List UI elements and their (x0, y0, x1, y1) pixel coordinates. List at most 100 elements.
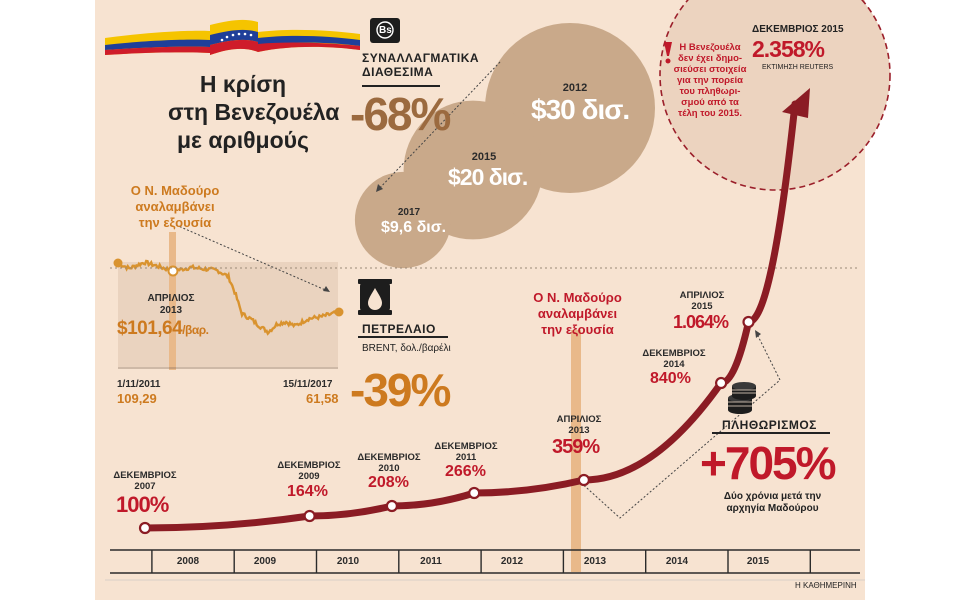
inflation-point-dec2007 (138, 521, 152, 535)
inflation-point-dec2014 (714, 376, 728, 390)
year-label-2015: 2015 (746, 556, 770, 567)
brent-end-value: 61,58 (306, 391, 339, 406)
no-data-line-7: τέλη του 2015. (678, 108, 742, 119)
bs-icon-text: Bs (379, 25, 392, 36)
brent-april2013-point (167, 265, 179, 277)
title-line-1: Η κρίση (199, 71, 287, 97)
venezuela-flag-ribbon (105, 19, 360, 55)
banknote-bs-icon (370, 18, 400, 43)
inflation-maduro-line-3: την εξουσία (541, 322, 614, 337)
brent-maduro-marker (169, 232, 176, 370)
inflation-arrowhead (782, 88, 810, 118)
brent-april-line-2: 2013 (159, 305, 183, 316)
oil-change: -39% (350, 364, 451, 416)
brent-april-label: ΑΠΡΙΛΙΟΣ 2013 (145, 293, 197, 317)
point-label-dec2009: ΔΕΚΕΜΒΡΙΟΣ 2009 (275, 460, 343, 482)
inflation-maduro-annotation: Ο Ν. Μαδούρο αναλαμβάνει την εξουσία (520, 290, 635, 338)
point-value-dec2014: 840% (650, 370, 691, 387)
dec2015-label: ΔΕΚΕΜΒΡΙΟΣ 2015 (752, 24, 844, 35)
title-line-3: με αριθμούς (176, 127, 310, 153)
bubble-2012-year: 2012 (562, 82, 588, 94)
inflation-note-line-2: αρχηγία Μαδούρου (726, 503, 819, 514)
brent-start-value: 109,29 (117, 391, 157, 406)
point-label-dec2007-line-2: 2007 (134, 481, 156, 492)
point-label-dec2014-line-1: ΔΕΚΕΜΒΡΙΟΣ (642, 348, 706, 359)
reserves-change: -68% (350, 88, 451, 140)
brent-maduro-line-3: την εξουσία (138, 215, 212, 230)
no-data-line-1: Η Βενεζουέλα (679, 42, 741, 53)
brent-april-unit: /βαρ. (182, 323, 209, 337)
point-label-apr2015: ΑΠΡΙΛΙΟΣ 2015 (672, 290, 732, 312)
year-label-2014: 2014 (665, 556, 689, 567)
brent-april-value: $101,64/βαρ. (117, 318, 209, 340)
point-label-dec2007: ΔΕΚΕΜΒΡΙΟΣ 2007 (110, 470, 180, 492)
no-data-note: Η Βενεζουέλα δεν έχει δημο- σιεύσει στοι… (670, 42, 750, 119)
no-data-line-4: για την πορεία (676, 75, 744, 86)
year-label-2011: 2011 (420, 556, 442, 567)
reserves-trend-arrow (375, 61, 501, 193)
brent-arrowhead (323, 286, 330, 292)
no-data-line-2: δεν έχει δημο- (677, 53, 743, 64)
oil-unit: BRENT, δολ./βαρέλι (362, 343, 451, 354)
point-label-dec2011-line-2: 2011 (455, 452, 477, 463)
inflation-change: +705% (700, 437, 837, 489)
inflation-point-apr2013 (577, 473, 591, 487)
brent-price-line (117, 259, 340, 336)
point-label-dec2010: ΔΕΚΕΜΒΡΙΟΣ 2010 (355, 452, 423, 474)
brent-start-date: 1/11/2011 (117, 379, 161, 390)
brent-maduro-line-1: Ο Ν. Μαδούρο (130, 183, 220, 198)
inflation-maduro-line-1: Ο Ν. Μαδούρο (533, 290, 622, 305)
point-label-dec2009-line-2: 2009 (298, 471, 320, 482)
brent-maduro-annotation: Ο Ν. Μαδούρο αναλαμβάνει την εξουσία (120, 183, 230, 231)
point-label-dec2009-line-1: ΔΕΚΕΜΒΡΙΟΣ (277, 460, 341, 471)
reserves-label-line-1: ΣΥΝΑΛΛΑΓΜΑΤΙΚΑ (362, 51, 480, 65)
bubble-2012-value: $30 δισ. (531, 94, 630, 125)
reserves-bubbles (354, 23, 655, 269)
reserves-label-line-2: ΔΙΑΘΕΣΙΜΑ (362, 65, 434, 79)
inflation-maduro-line-2: αναλαμβάνει (537, 306, 618, 321)
dec2015-highlight-circle (659, 0, 891, 191)
inflation-note: Δύο χρόνια μετά την αρχηγία Μαδούρου (710, 491, 835, 515)
dec2015-value: 2.358% (752, 36, 825, 62)
inflation-point-dec2009 (303, 509, 316, 523)
coins-stack-icon (728, 382, 756, 414)
point-value-apr2013: 359% (552, 436, 600, 458)
inflation-point-dec2011 (468, 486, 481, 500)
point-label-apr2013: ΑΠΡΙΛΙΟΣ 2013 (549, 414, 609, 436)
brent-end-date: 15/11/2017 (283, 379, 333, 390)
inflation-section-label: ΠΛΗΘΩΡΙΣΜΟΣ (722, 418, 817, 432)
point-label-dec2011-line-1: ΔΕΚΕΜΒΡΙΟΣ (434, 441, 498, 452)
point-value-dec2011: 266% (445, 463, 486, 480)
point-value-dec2007: 100% (116, 492, 169, 517)
reserves-arrowhead (376, 184, 383, 192)
point-label-apr2013-line-2: 2013 (568, 425, 590, 436)
inflation-point-dec2010 (385, 499, 398, 513)
point-value-apr2015: 1.064% (673, 312, 729, 332)
inflation-trend-triangle (577, 329, 781, 519)
inflation-note-line-1: Δύο χρόνια μετά την (723, 491, 822, 502)
inflation-maduro-marker (571, 330, 581, 572)
point-label-apr2015-line-2: 2015 (691, 301, 713, 312)
no-data-line-3: σιεύσει στοιχεία (673, 64, 747, 75)
dec2015-note: ΕΚΤΙΜΗΣΗ REUTERS (762, 64, 834, 71)
exclamation-icon (664, 42, 672, 64)
point-label-apr2013-line-1: ΑΠΡΙΛΙΟΣ (556, 414, 602, 425)
point-label-dec2010-line-2: 2010 (378, 463, 400, 474)
no-data-line-5: του πληθωρι- (679, 86, 741, 97)
bubble-2017 (354, 171, 452, 269)
point-label-dec2014: ΔΕΚΕΜΒΡΙΟΣ 2014 (640, 348, 708, 370)
point-label-dec2014-line-2: 2014 (663, 359, 685, 370)
point-label-dec2010-line-1: ΔΕΚΕΜΒΡΙΟΣ (357, 452, 421, 463)
point-label-dec2011: ΔΕΚΕΜΒΡΙΟΣ 2011 (432, 441, 500, 463)
reserves-label: ΣΥΝΑΛΛΑΓΜΑΤΙΚΑ ΔΙΑΘΕΣΙΜΑ (362, 51, 479, 79)
point-label-dec2007-line-1: ΔΕΚΕΜΒΡΙΟΣ (113, 470, 177, 481)
bubble-2015-year: 2015 (471, 151, 497, 163)
brent-april-value-number: $101,64 (117, 318, 183, 339)
source-credit: Η ΚΑΘΗΜΕΡΙΝΗ (795, 581, 857, 590)
year-label-2010: 2010 (336, 556, 360, 567)
point-value-dec2010: 208% (368, 474, 409, 491)
point-label-apr2015-line-1: ΑΠΡΙΛΙΟΣ (679, 290, 725, 301)
year-label-2012: 2012 (500, 556, 524, 567)
bubble-2017-year: 2017 (397, 207, 421, 218)
inflation-points (138, 315, 755, 535)
